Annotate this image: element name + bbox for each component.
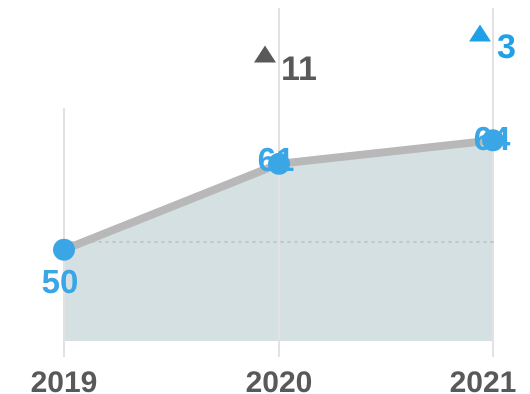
x-tick-label-2019: 2019 [31,366,98,394]
value-label-2019: 50 [42,263,79,300]
value-label-2021: 64 [474,120,511,157]
triangle-up-icon [254,45,276,63]
triangle-up-icon [469,24,491,42]
change-label-2021: 3 [497,28,516,66]
x-tick-label-2021: 2021 [450,366,517,394]
change-label-2020: 11 [281,50,317,88]
x-tick-label-2020: 2020 [246,366,313,394]
data-point-2019 [53,238,75,261]
value-label-2020: 61 [258,141,295,178]
data-point-2021 [482,129,504,152]
data-point-2020 [268,152,290,175]
